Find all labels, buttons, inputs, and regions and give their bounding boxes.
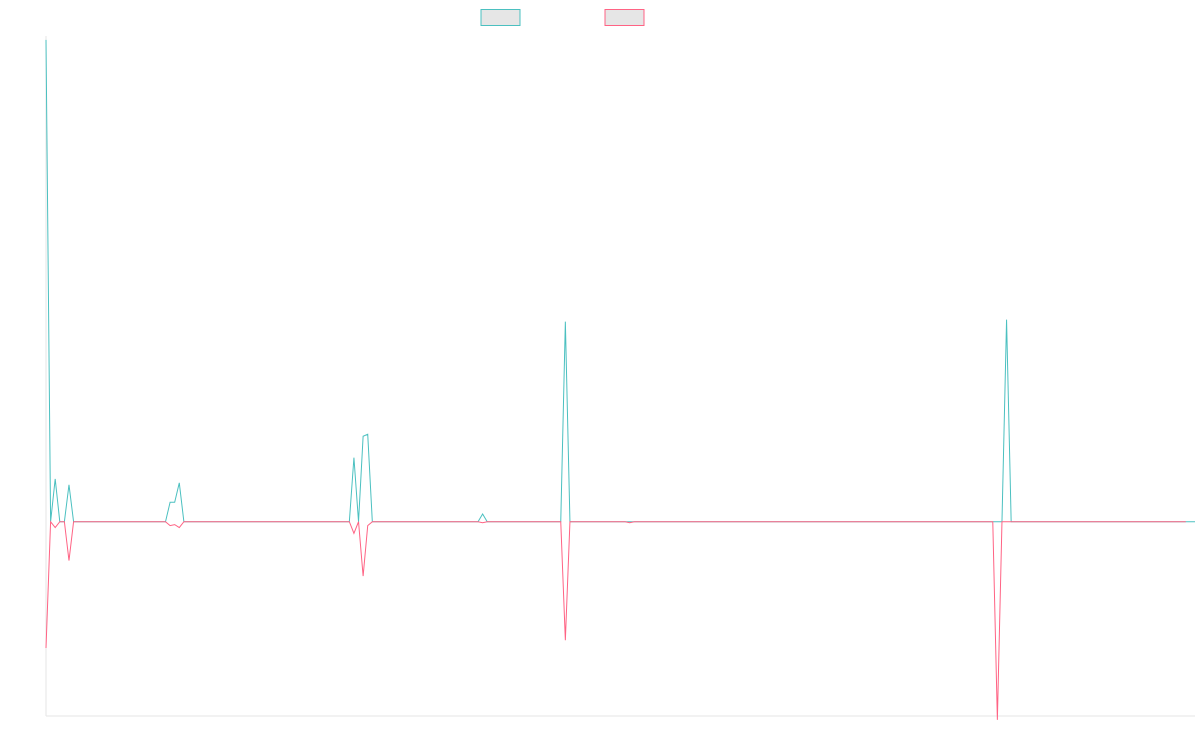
legend <box>480 9 645 26</box>
series-group <box>45 39 1195 720</box>
legend-swatch-2 <box>604 9 645 26</box>
series-line-2 <box>45 520 1186 720</box>
series-line-1 <box>45 39 1195 523</box>
axes <box>45 36 1195 717</box>
legend-swatch-1 <box>480 9 521 26</box>
